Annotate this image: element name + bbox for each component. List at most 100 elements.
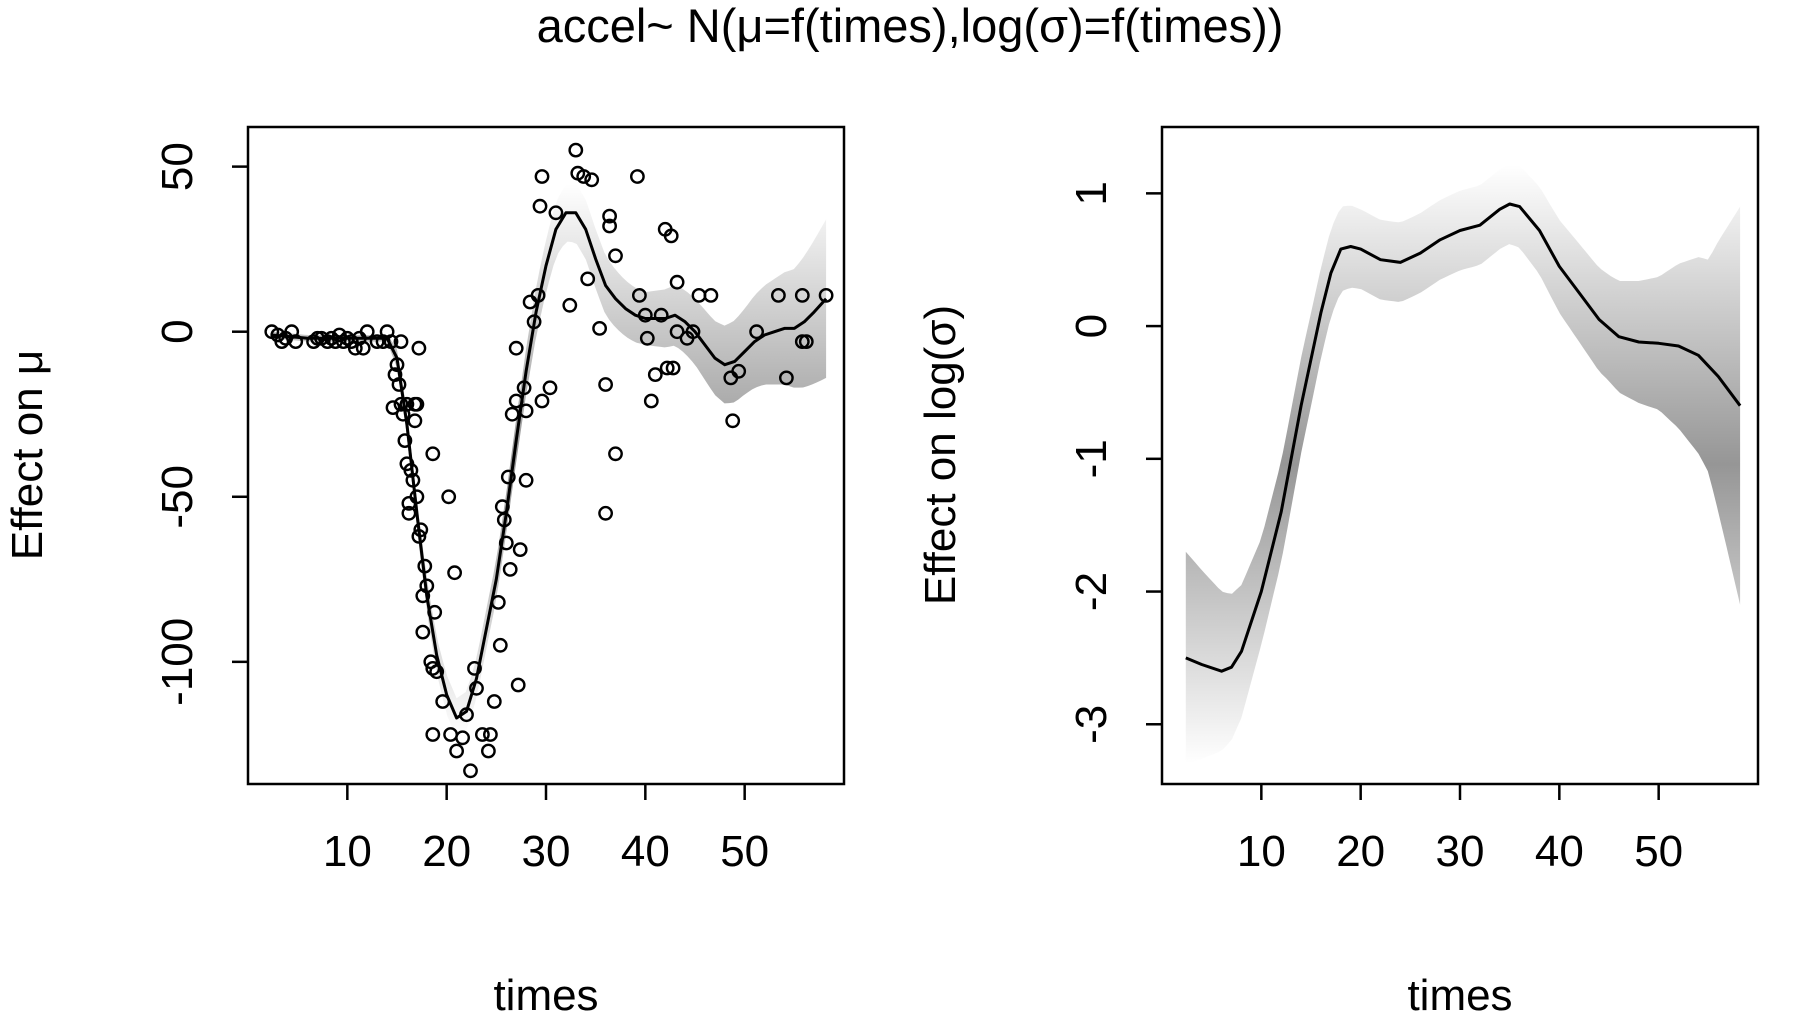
data-point bbox=[463, 763, 478, 779]
data-point bbox=[447, 565, 462, 581]
y-axis-label: Effect on log(σ) bbox=[916, 305, 965, 605]
data-point bbox=[455, 730, 470, 746]
data-point bbox=[592, 320, 607, 336]
data-point bbox=[399, 396, 415, 412]
y-axis-label: Effect on μ bbox=[3, 350, 52, 560]
data-point bbox=[385, 400, 401, 415]
data-point bbox=[703, 287, 719, 303]
data-point bbox=[818, 287, 834, 303]
data-point bbox=[659, 360, 675, 376]
data-point bbox=[779, 370, 794, 386]
data-point bbox=[429, 664, 445, 680]
data-point bbox=[480, 743, 496, 759]
data-point bbox=[647, 367, 663, 382]
data-point bbox=[369, 334, 385, 349]
confidence-band-area bbox=[1185, 164, 1741, 765]
data-point bbox=[534, 393, 550, 409]
x-tick-label: 10 bbox=[323, 827, 372, 876]
data-point bbox=[486, 694, 502, 709]
data-point bbox=[335, 334, 351, 349]
data-point bbox=[630, 169, 645, 184]
data-point bbox=[409, 396, 425, 412]
data-point bbox=[580, 271, 596, 287]
data-point bbox=[306, 334, 321, 349]
data-point bbox=[602, 208, 617, 224]
data-point bbox=[568, 142, 584, 158]
data-point bbox=[669, 324, 685, 340]
data-point bbox=[794, 287, 810, 303]
data-point bbox=[498, 535, 514, 551]
data-point bbox=[443, 727, 458, 742]
x-axis-label: times bbox=[1407, 971, 1512, 1020]
y-tick-label: 0 bbox=[153, 319, 202, 343]
data-point bbox=[355, 340, 371, 356]
fit-line bbox=[1185, 202, 1742, 673]
data-point bbox=[393, 334, 409, 349]
data-point bbox=[532, 198, 548, 214]
data-point bbox=[665, 360, 681, 376]
data-point bbox=[425, 446, 441, 462]
data-point bbox=[467, 661, 482, 676]
y-tick-label: 50 bbox=[153, 142, 202, 191]
x-tick-label: 10 bbox=[1237, 827, 1286, 876]
data-point bbox=[598, 377, 613, 392]
data-point bbox=[474, 727, 490, 742]
panel-log-sigma: 10 20 30 40 50 10-1-2-3 times Effect on log(… bbox=[916, 125, 1760, 1020]
plot-frame bbox=[246, 125, 846, 786]
y-axis: 1 0 -1 -2 -3 bbox=[1067, 181, 1162, 744]
confidence-band bbox=[1185, 164, 1741, 765]
x-axis: 10 20 30 40 50 bbox=[1237, 784, 1683, 876]
data-point bbox=[725, 413, 741, 429]
data-point bbox=[512, 542, 528, 557]
x-tick-label: 40 bbox=[621, 827, 670, 876]
data-point bbox=[393, 396, 409, 412]
data-point bbox=[288, 334, 304, 349]
y-axis: 50 0 -50 -100 bbox=[153, 142, 248, 706]
data-point bbox=[518, 472, 534, 488]
x-tick-label: 30 bbox=[1436, 827, 1485, 876]
y-tick-label: 0 bbox=[1067, 314, 1116, 338]
data-point bbox=[798, 334, 814, 349]
data-point bbox=[749, 324, 764, 340]
data-point bbox=[492, 637, 508, 653]
y-tick-label: -2 bbox=[1067, 572, 1116, 611]
fit-line bbox=[271, 211, 828, 720]
x-tick-label: 20 bbox=[422, 827, 471, 876]
x-axis: 10 20 30 40 50 bbox=[323, 784, 769, 876]
data-point bbox=[415, 624, 431, 640]
data-point bbox=[598, 505, 613, 521]
data-point bbox=[562, 297, 578, 313]
x-tick-label: 50 bbox=[720, 827, 769, 876]
y-tick-label: 1 bbox=[1067, 181, 1116, 205]
data-point bbox=[320, 334, 335, 349]
data-point bbox=[669, 274, 685, 290]
chart-title: accel~ N(μ=f(times),log(σ)=f(times)) bbox=[537, 0, 1284, 52]
data-point bbox=[401, 505, 417, 521]
data-point bbox=[449, 743, 464, 759]
data-point bbox=[504, 406, 520, 422]
data-point bbox=[653, 307, 669, 323]
data-point bbox=[502, 562, 518, 577]
data-point bbox=[542, 380, 558, 396]
x-axis-label: times bbox=[493, 971, 598, 1020]
data-point bbox=[425, 727, 441, 742]
data-point bbox=[685, 324, 701, 340]
data-point bbox=[639, 330, 655, 346]
data-point bbox=[548, 205, 564, 221]
x-tick-label: 30 bbox=[522, 827, 571, 876]
x-tick-label: 20 bbox=[1336, 827, 1385, 876]
data-point bbox=[534, 169, 550, 184]
data-point bbox=[663, 228, 679, 244]
data-point bbox=[771, 287, 786, 303]
y-tick-label: -3 bbox=[1067, 705, 1116, 744]
data-point bbox=[691, 287, 707, 303]
data-point bbox=[731, 363, 747, 379]
data-point bbox=[576, 169, 592, 184]
data-point bbox=[411, 340, 427, 356]
y-tick-label: -1 bbox=[1067, 439, 1116, 478]
confidence-band-area bbox=[271, 183, 827, 738]
data-point bbox=[441, 489, 457, 505]
data-point bbox=[500, 469, 516, 485]
data-point bbox=[407, 413, 423, 429]
y-tick-label: -100 bbox=[153, 618, 202, 706]
